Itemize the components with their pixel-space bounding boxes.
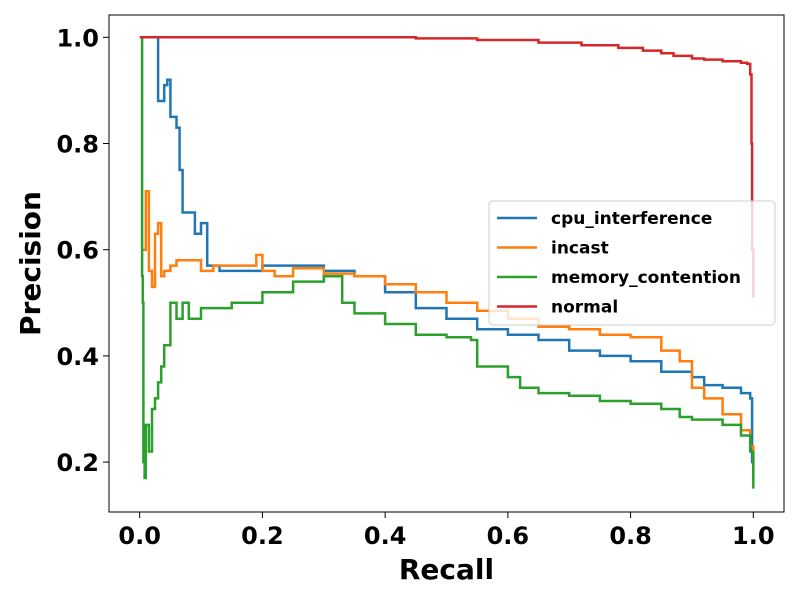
x-tick-label: 0.8 [609,522,652,550]
x-tick-label: 0.0 [118,522,161,550]
y-tick-label: 0.6 [56,237,99,265]
legend-label-memory-contention: memory_contention [551,268,741,288]
y-tick-label: 1.0 [56,24,99,52]
y-axis-ticks: 0.2 0.4 0.6 0.8 1.0 [56,24,109,477]
legend-label-normal: normal [551,298,618,318]
series-layer [139,36,755,489]
legend-box [488,200,776,326]
y-tick-label: 0.2 [56,449,99,477]
series-line-incast [142,190,755,476]
y-tick-label: 0.4 [56,343,99,371]
series-line-normal [139,36,755,298]
x-axis-ticks: 0.0 0.2 0.4 0.6 0.8 1.0 [118,512,775,550]
series-line-memory-contention [140,36,755,489]
x-axis-label: Recall [399,553,494,586]
legend-label-cpu-interference: cpu_interference [551,209,712,229]
x-tick-label: 1.0 [732,522,775,550]
y-axis-label: Precision [14,191,47,336]
legend-label-incast: incast [551,239,609,259]
x-tick-label: 0.4 [364,522,407,550]
plot-frame [108,14,785,513]
x-tick-label: 0.6 [487,522,530,550]
x-tick-label: 0.2 [241,522,284,550]
y-tick-label: 0.8 [56,130,99,158]
